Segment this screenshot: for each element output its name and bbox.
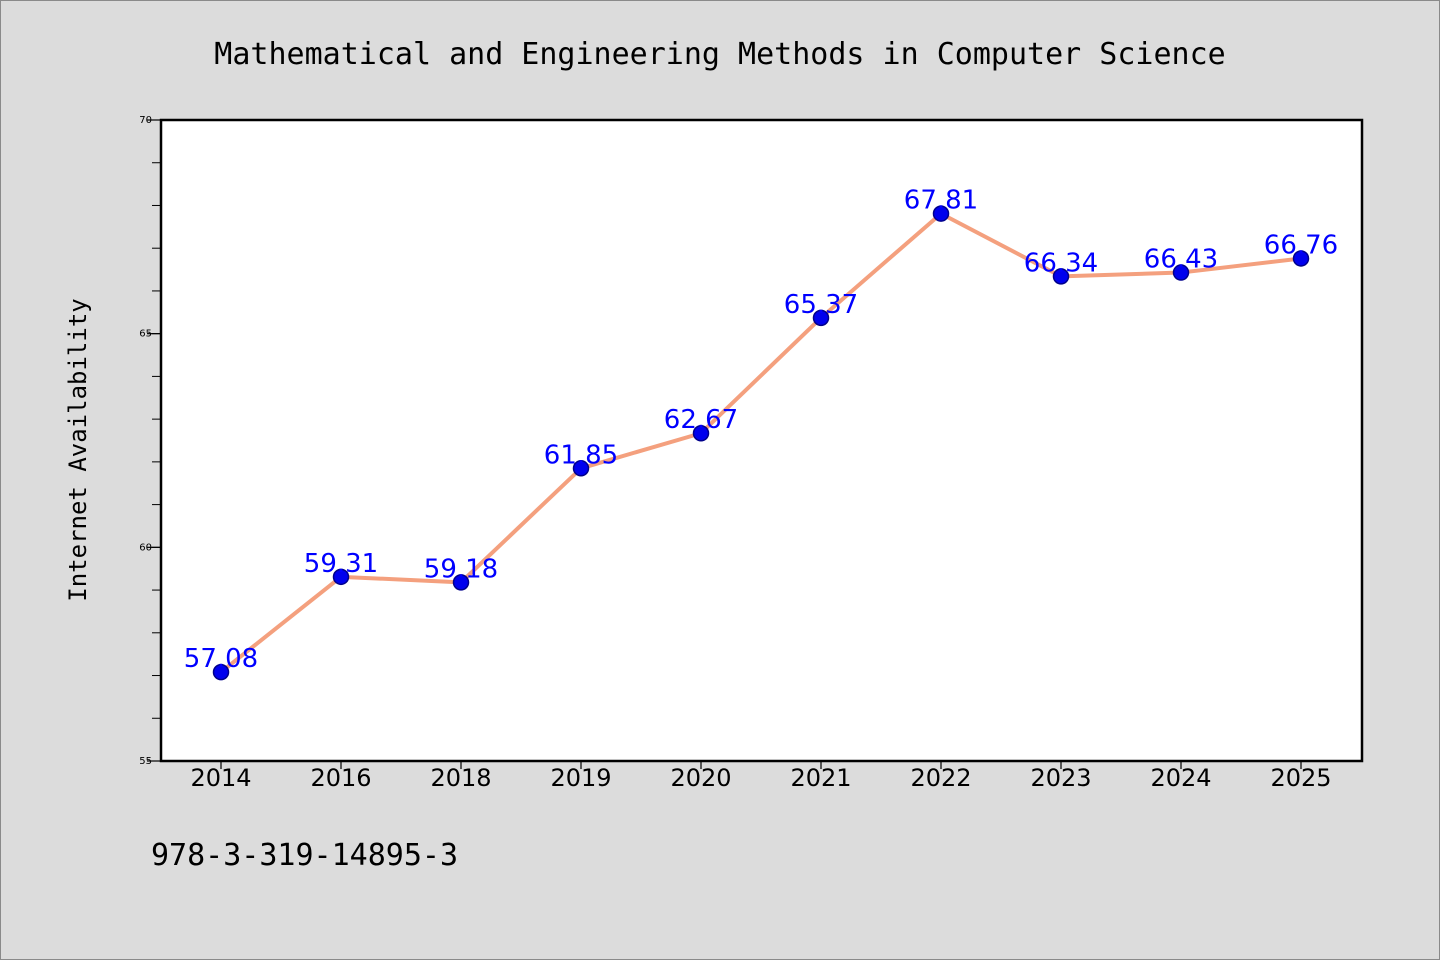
data-label: 67.81 xyxy=(904,186,978,216)
x-tick-label: 2023 xyxy=(1030,764,1091,792)
y-tick-label: 55 xyxy=(139,756,152,767)
data-label: 59.31 xyxy=(304,549,378,579)
data-point xyxy=(572,460,590,477)
y-tick-label: 60 xyxy=(139,542,152,553)
data-point xyxy=(692,424,710,442)
series-line xyxy=(219,211,1303,675)
data-point xyxy=(1292,250,1310,267)
data-label: 65.37 xyxy=(784,290,858,320)
plot-area xyxy=(161,120,1362,761)
x-tick-label: 2024 xyxy=(1150,764,1211,792)
data-label: 66.34 xyxy=(1024,248,1098,278)
data-point xyxy=(332,568,350,586)
x-axis-ticks: 2014 2016 2018 2019 2020 2021 2022 2023 2024 2025 xyxy=(190,761,1332,792)
y-tick-label: 70 xyxy=(139,115,152,126)
data-label: 61.85 xyxy=(544,440,618,470)
x-tick-label: 2014 xyxy=(190,764,251,792)
x-tick-label: 2018 xyxy=(430,764,491,792)
data-label: 59.18 xyxy=(424,554,498,584)
x-tick-label: 2016 xyxy=(310,764,371,792)
data-label: 66.76 xyxy=(1264,230,1338,260)
y-axis-ticks: 55 60 65 70 xyxy=(139,115,161,767)
y-minor-ticks xyxy=(152,119,161,762)
x-tick-label: 2025 xyxy=(1270,764,1331,792)
data-point xyxy=(212,663,230,681)
data-point xyxy=(1052,268,1070,285)
data-label: 57.08 xyxy=(184,644,258,674)
chart-title: Mathematical and Engineering Methods in … xyxy=(214,37,1225,72)
x-tick-label: 2019 xyxy=(550,764,611,792)
data-point xyxy=(452,574,470,591)
data-points xyxy=(212,205,1310,681)
data-point xyxy=(812,309,830,327)
x-tick-label: 2022 xyxy=(910,764,971,792)
data-labels: 57.08 59.31 59.18 61.85 62.67 65.37 67.81 66.34… xyxy=(184,186,1338,675)
plot-frame xyxy=(159,118,1364,763)
data-label: 66.43 xyxy=(1144,245,1218,275)
data-label: 62.67 xyxy=(664,405,738,435)
x-tick-label: 2020 xyxy=(670,764,731,792)
y-tick-label: 65 xyxy=(139,329,152,340)
isbn-footer: 978-3-319-14895-3 xyxy=(151,838,458,873)
data-point xyxy=(1172,264,1190,281)
x-tick-label: 2021 xyxy=(790,764,851,792)
y-axis-label: Internet Availability xyxy=(64,298,92,601)
data-point xyxy=(932,205,950,222)
